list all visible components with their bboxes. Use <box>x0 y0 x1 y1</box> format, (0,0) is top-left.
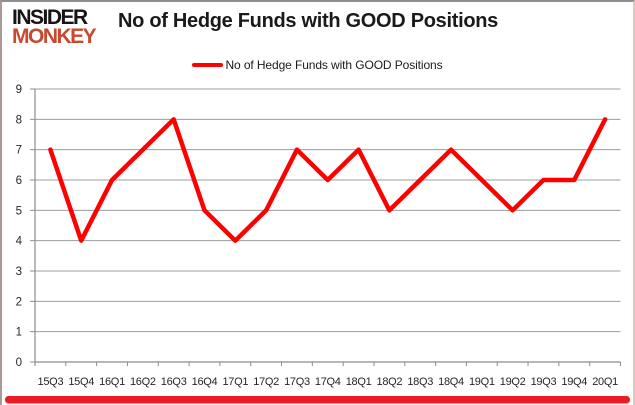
x-axis-tick-label: 17Q4 <box>315 376 341 388</box>
x-axis-tick-label: 15Q4 <box>68 376 94 388</box>
x-axis-tick-label: 19Q2 <box>500 376 526 388</box>
x-axis-tick-label: 17Q1 <box>222 376 248 388</box>
x-axis-tick-label: 16Q1 <box>99 376 125 388</box>
y-axis-tick-label: 5 <box>16 205 22 217</box>
y-axis-tick-label: 9 <box>16 84 22 96</box>
legend-line-swatch <box>192 62 224 68</box>
x-axis-tick-label: 18Q3 <box>407 376 433 388</box>
chart-title: No of Hedge Funds with GOOD Positions <box>118 10 499 32</box>
y-axis-tick-label: 3 <box>16 266 22 278</box>
x-axis-tick-label: 19Q3 <box>531 376 557 388</box>
x-axis-tick-label: 18Q2 <box>377 376 403 388</box>
y-axis-tick-label: 0 <box>16 357 22 369</box>
x-axis-tick-label: 16Q3 <box>161 376 187 388</box>
x-axis-tick-label: 18Q4 <box>438 376 464 388</box>
x-axis-tick-label: 20Q1 <box>592 376 618 388</box>
y-axis-tick-label: 4 <box>16 236 23 248</box>
y-axis-tick-label: 6 <box>16 175 22 187</box>
legend: No of Hedge Funds with GOOD Positions <box>2 58 633 72</box>
x-axis-tick-label: 17Q2 <box>253 376 279 388</box>
y-axis-tick-label: 2 <box>16 296 22 308</box>
x-axis-tick-label: 16Q4 <box>192 376 218 388</box>
x-axis-tick-label: 19Q1 <box>469 376 495 388</box>
logo-word-insider: INSIDER <box>12 6 88 29</box>
x-axis-tick-label: 18Q1 <box>346 376 372 388</box>
logo-word-monkey: MONKEY <box>12 25 97 49</box>
y-axis-tick-label: 8 <box>16 114 22 126</box>
insider-monkey-logo: INSIDER MONKEY <box>12 6 97 49</box>
legend-label: No of Hedge Funds with GOOD Positions <box>225 58 443 72</box>
x-axis-tick-label: 19Q4 <box>561 376 587 388</box>
x-axis-tick-label: 17Q3 <box>284 376 310 388</box>
data-series-line <box>48 117 608 243</box>
y-axis-tick-label: 1 <box>16 327 22 339</box>
x-axis-tick-label: 16Q2 <box>130 376 156 388</box>
bottom-red-bar <box>5 396 630 403</box>
x-axis-tick-label: 15Q3 <box>38 376 64 388</box>
y-axis-tick-label: 7 <box>16 145 22 157</box>
